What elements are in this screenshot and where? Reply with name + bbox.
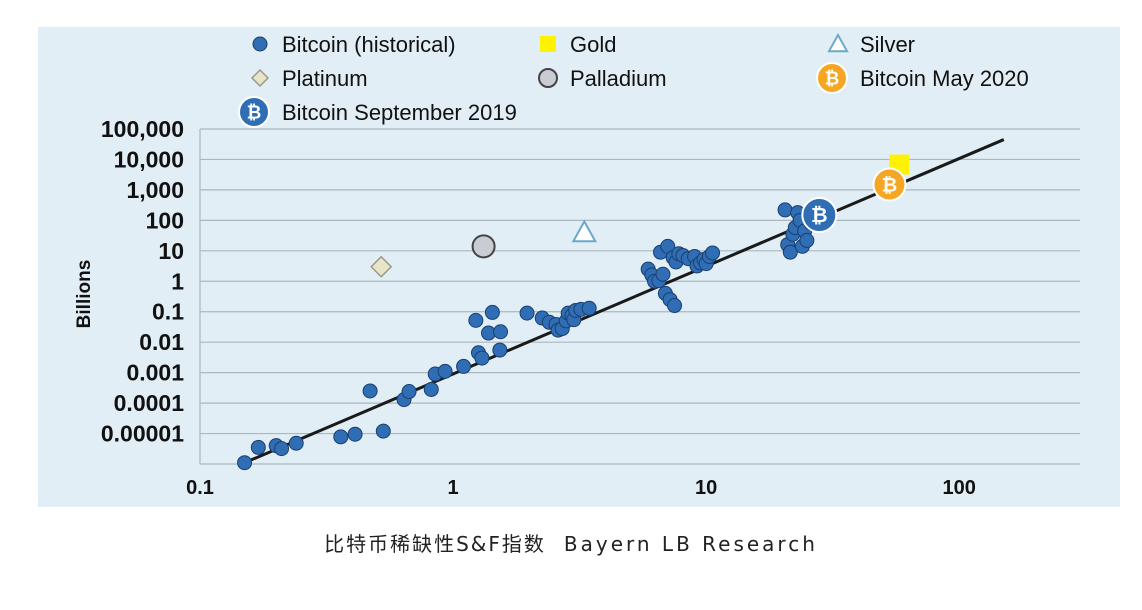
point-bitcoin-historical bbox=[237, 455, 253, 471]
point-bitcoin-may-2020: ₿ bbox=[872, 167, 907, 202]
x-tick-label: 1 bbox=[448, 477, 459, 499]
x-tick-labels: 0.1 1 10 100 bbox=[186, 477, 976, 499]
point-bitcoin-historical bbox=[799, 232, 815, 248]
legend-label: Platinum bbox=[282, 66, 368, 91]
legend-label: Silver bbox=[860, 32, 915, 57]
point-bitcoin-historical bbox=[581, 300, 597, 316]
point-bitcoin-historical bbox=[375, 423, 391, 439]
y-tick-label: 100 bbox=[146, 207, 184, 233]
caption-chinese: 比特币稀缺性S&F指数 bbox=[324, 532, 546, 556]
x-tick-label: 0.1 bbox=[186, 477, 214, 499]
legend-label: Gold bbox=[570, 32, 616, 57]
point-bitcoin-historical bbox=[347, 426, 363, 442]
legend-label: Bitcoin (historical) bbox=[282, 32, 456, 57]
bitcoin-icon: ₿ bbox=[247, 102, 262, 123]
y-tick-label: 10,000 bbox=[114, 146, 184, 172]
bitcoin-icon: ₿ bbox=[825, 68, 840, 89]
point-bitcoin-september-2019-disc bbox=[801, 197, 838, 234]
figure-caption: 比特币稀缺性S&F指数 Bayern LB Research bbox=[0, 528, 1142, 557]
grid bbox=[199, 128, 1080, 465]
legend-item: Silver bbox=[827, 32, 915, 57]
point-palladium bbox=[471, 234, 496, 259]
y-tick-label: 1,000 bbox=[126, 177, 184, 203]
point-bitcoin-historical bbox=[492, 342, 508, 358]
point-silver bbox=[571, 219, 598, 243]
legend-item: Bitcoin (historical) bbox=[252, 32, 456, 57]
point-bitcoin-historical bbox=[250, 439, 266, 455]
point-bitcoin-historical bbox=[362, 383, 378, 399]
point-bitcoin-historical bbox=[456, 358, 472, 374]
point-bitcoin-historical bbox=[423, 381, 439, 397]
legend-item: Gold bbox=[540, 32, 616, 57]
point-bitcoin-historical bbox=[468, 312, 484, 328]
point-bitcoin-may-2020-disc bbox=[872, 167, 907, 202]
y-tick-label: 0.01 bbox=[139, 329, 184, 355]
point-bitcoin-historical bbox=[401, 384, 417, 400]
legend: Bitcoin (historical) Gold Silver Platinum Pa… bbox=[238, 32, 1029, 128]
y-tick-label: 0.1 bbox=[152, 299, 184, 325]
y-tick-label: 100,000 bbox=[101, 116, 184, 142]
point-bitcoin-historical bbox=[333, 429, 349, 445]
y-tick-labels: 100,000 10,000 1,000 100 10 1 0.1 0.01 0.001 0.00… bbox=[101, 116, 184, 447]
caption-source: Bayern LB Research bbox=[563, 532, 818, 556]
legend-item: Palladium bbox=[538, 66, 667, 91]
point-bitcoin-historical bbox=[484, 304, 500, 320]
legend-marker bbox=[540, 36, 556, 52]
point-bitcoin-september-2019: ₿ bbox=[801, 197, 838, 234]
legend-label: Palladium bbox=[570, 66, 667, 91]
point-bitcoin-historical bbox=[667, 298, 683, 314]
point-bitcoin-historical bbox=[437, 363, 453, 379]
point-platinum bbox=[370, 255, 393, 278]
point-bitcoin-historical bbox=[705, 245, 721, 261]
legend-label: Bitcoin September 2019 bbox=[282, 100, 517, 125]
legend-marker-disc bbox=[816, 62, 848, 94]
point-bitcoin-historical bbox=[655, 266, 671, 282]
bitcoin-icon: ₿ bbox=[811, 203, 828, 227]
legend-marker: ₿ bbox=[816, 62, 848, 94]
y-tick-label: 0.0001 bbox=[114, 390, 185, 416]
y-tick-label: 0.001 bbox=[126, 360, 184, 386]
legend-marker bbox=[252, 36, 268, 52]
legend-marker bbox=[827, 32, 849, 53]
legend-marker bbox=[250, 68, 270, 88]
point-bitcoin-historical bbox=[474, 350, 490, 366]
point-bitcoin-historical bbox=[519, 305, 535, 321]
legend-marker-disc bbox=[238, 96, 270, 128]
legend-label: Bitcoin May 2020 bbox=[860, 66, 1029, 91]
point-bitcoin-historical bbox=[288, 435, 304, 451]
y-tick-label: 1 bbox=[171, 268, 184, 294]
x-tick-label: 10 bbox=[695, 477, 717, 499]
legend-marker bbox=[538, 68, 558, 88]
point-bitcoin-historical bbox=[493, 324, 509, 340]
y-tick-label: 10 bbox=[158, 238, 184, 264]
legend-item: ₿ Bitcoin September 2019 bbox=[238, 96, 517, 128]
data-points: ₿₿ bbox=[237, 154, 910, 471]
point-bitcoin-historical bbox=[777, 202, 793, 218]
scatter-chart: 100,000 10,000 1,000 100 10 1 0.1 0.01 0.001 0.00… bbox=[74, 32, 1080, 499]
x-tick-label: 100 bbox=[943, 477, 976, 499]
legend-item: ₿ Bitcoin May 2020 bbox=[816, 62, 1029, 94]
point-bitcoin-historical bbox=[782, 244, 798, 260]
point-bitcoin-historical bbox=[274, 441, 290, 457]
y-tick-label: 0.00001 bbox=[101, 421, 184, 447]
legend-marker: ₿ bbox=[238, 96, 270, 128]
legend-item: Platinum bbox=[250, 66, 368, 91]
bitcoin-icon: ₿ bbox=[882, 173, 898, 196]
chart-panel: 100,000 10,000 1,000 100 10 1 0.1 0.01 0.001 0.00… bbox=[38, 27, 1120, 507]
y-axis-label: Billions bbox=[74, 260, 95, 329]
